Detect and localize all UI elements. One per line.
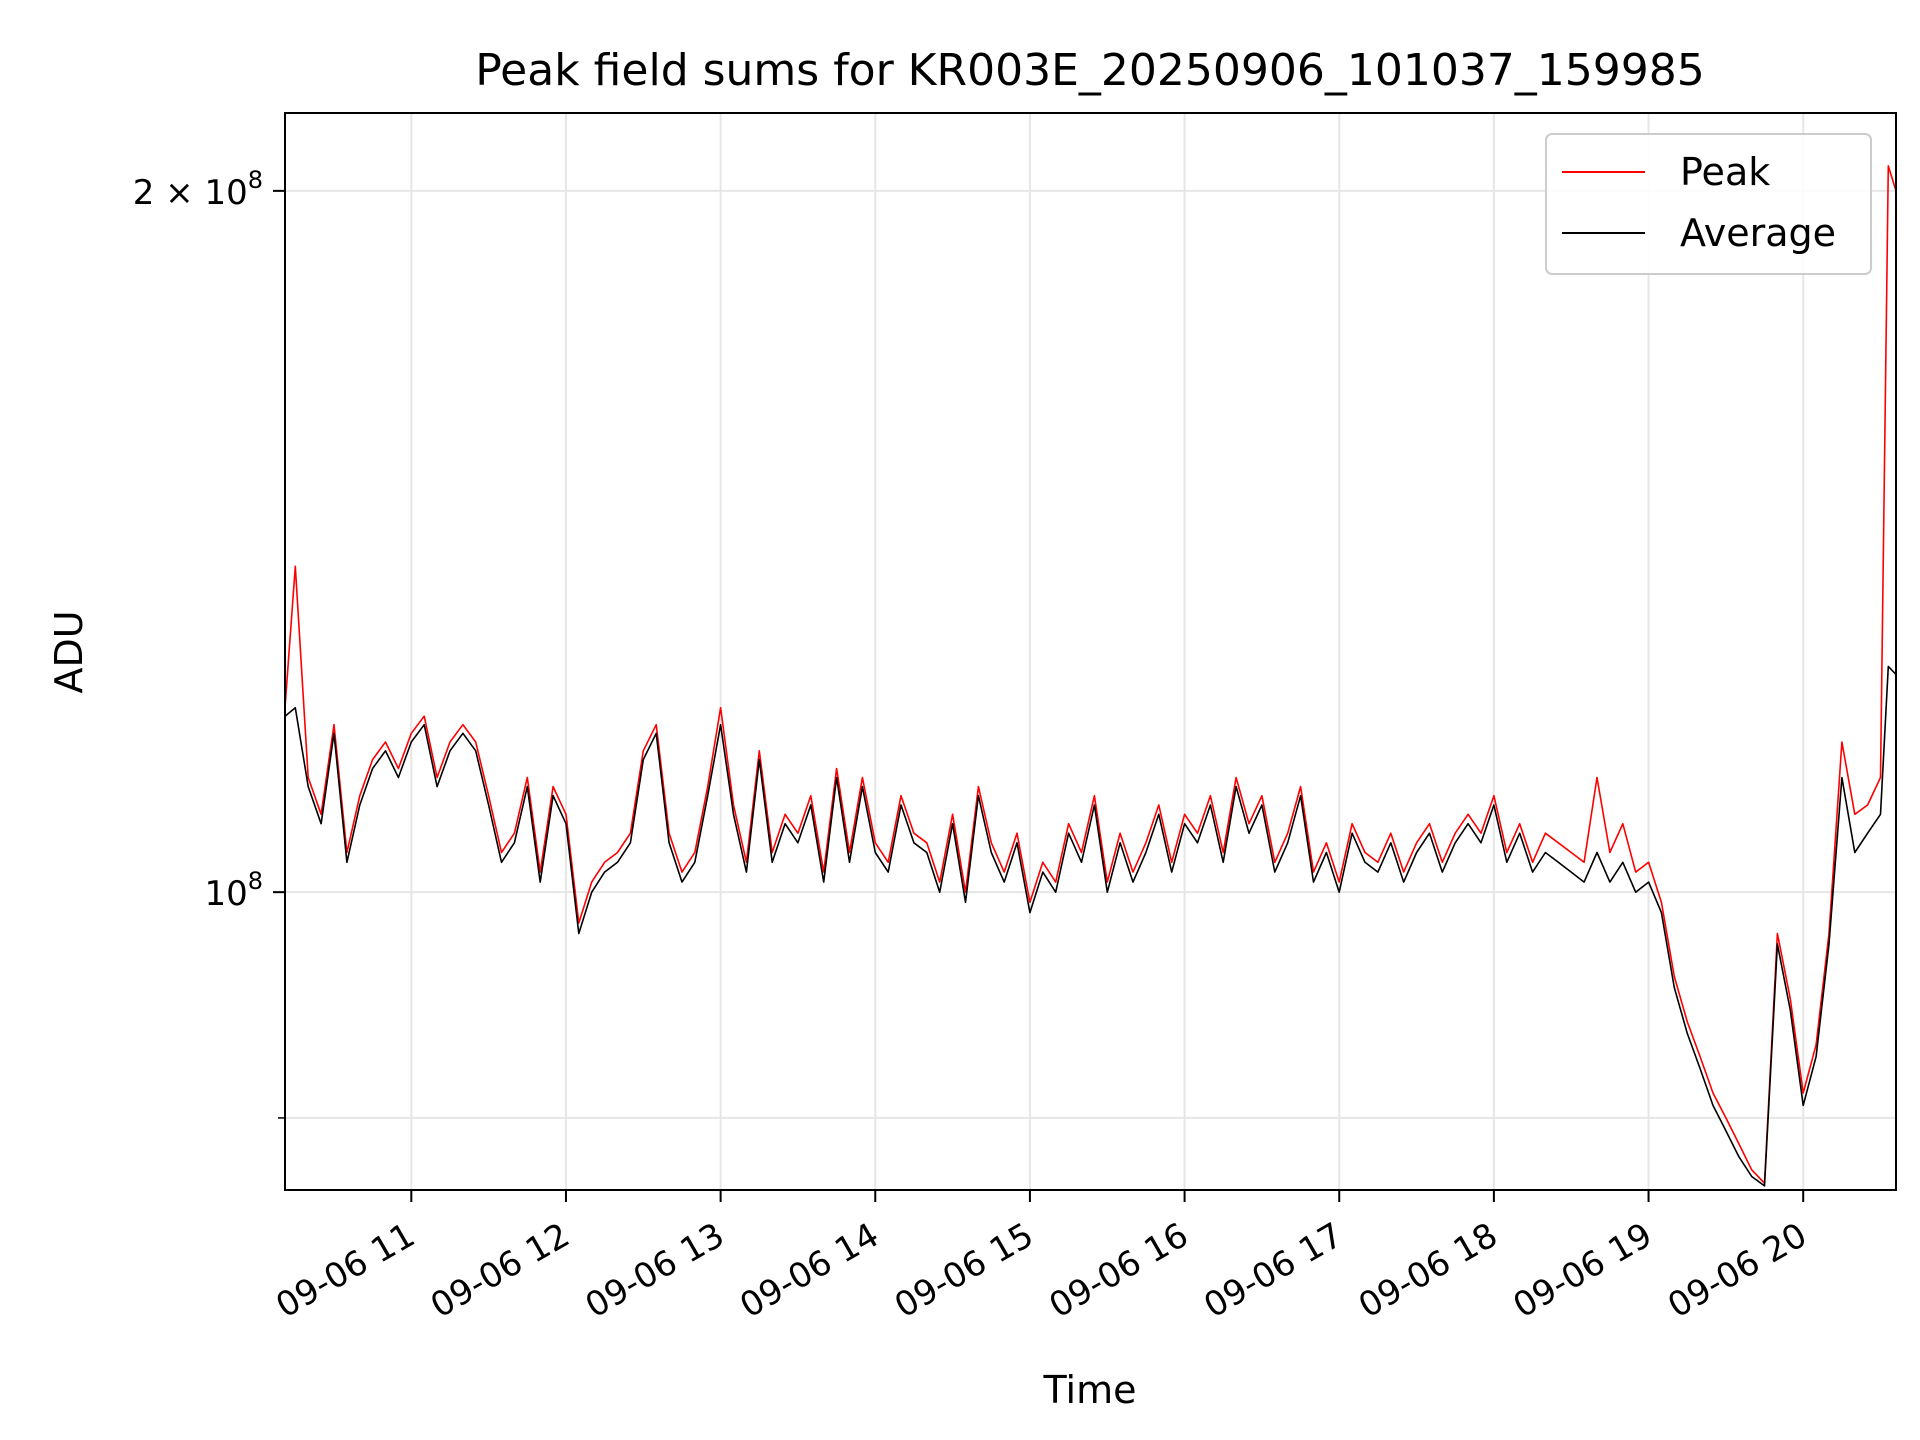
x-tick-label: 09-06 16 <box>1043 1215 1195 1326</box>
x-tick-label: 09-06 17 <box>1197 1215 1349 1326</box>
x-axis: 09-06 11 09-06 12 09-06 13 09-06 14 09-06 15… <box>269 1190 1814 1326</box>
legend-box <box>1545 133 1872 275</box>
plot-area-frame <box>284 112 1897 1191</box>
y-axis-label: ADU <box>47 610 91 693</box>
y-axis: 2 × 108 108 <box>133 166 285 1119</box>
x-tick-label: 09-06 19 <box>1507 1215 1659 1326</box>
series-layer <box>284 165 1897 1187</box>
x-tick-label: 09-06 20 <box>1661 1215 1813 1326</box>
y-tick-label: 108 <box>204 867 263 914</box>
x-tick-label: 09-06 14 <box>733 1215 885 1326</box>
legend: Peak Average <box>1545 133 1872 275</box>
y-tick-label: 2 × 108 <box>133 166 263 213</box>
chart-title: Peak field sums for KR003E_20250906_1010… <box>475 45 1705 96</box>
series-line-average <box>284 665 1897 1187</box>
x-tick-label: 09-06 11 <box>269 1215 421 1326</box>
grid <box>285 113 1896 1190</box>
x-tick-label: 09-06 15 <box>888 1215 1040 1326</box>
x-tick-label: 09-06 18 <box>1352 1215 1504 1326</box>
x-axis-label: Time <box>1043 1368 1137 1412</box>
legend-label-average: Average <box>1680 211 1836 255</box>
x-tick-label: 09-06 13 <box>579 1215 731 1326</box>
legend-label-peak: Peak <box>1680 150 1770 194</box>
series-line-peak <box>284 165 1897 1184</box>
x-tick-label: 09-06 12 <box>424 1215 576 1326</box>
